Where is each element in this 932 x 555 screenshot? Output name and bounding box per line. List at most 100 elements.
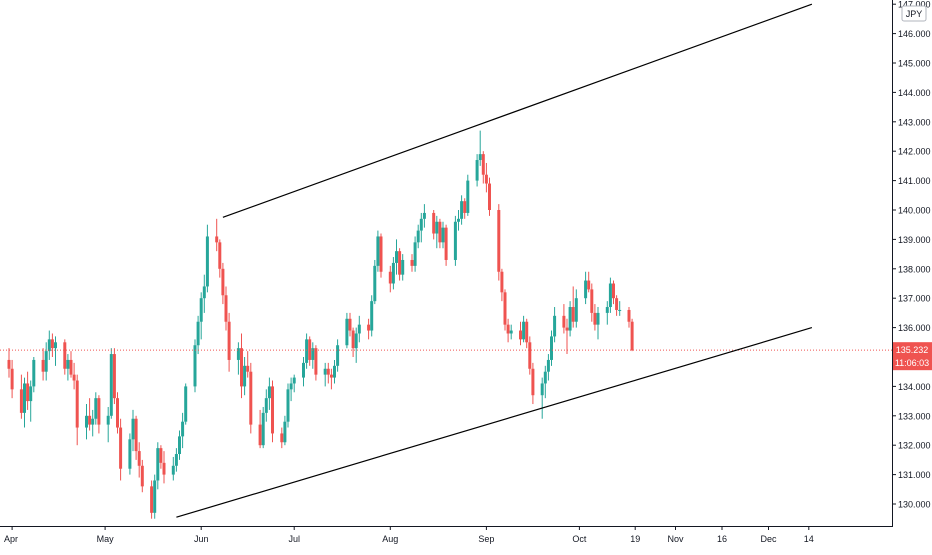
candle[interactable] [202, 274, 206, 313]
candle[interactable] [218, 239, 222, 278]
candle[interactable] [466, 174, 470, 216]
candle[interactable] [29, 380, 33, 422]
candle[interactable] [50, 333, 54, 357]
candle[interactable] [283, 415, 287, 446]
candle[interactable] [196, 315, 200, 355]
candle[interactable] [413, 236, 417, 272]
candle[interactable] [444, 224, 448, 266]
candle[interactable] [543, 365, 547, 399]
candle[interactable] [236, 342, 240, 375]
candle[interactable] [336, 339, 340, 372]
candle[interactable] [460, 195, 464, 225]
candle[interactable] [32, 357, 36, 393]
candle[interactable] [54, 336, 57, 366]
candle[interactable] [475, 154, 479, 187]
candle[interactable] [435, 215, 439, 249]
candle[interactable] [478, 130, 482, 166]
candle[interactable] [329, 368, 333, 390]
candle[interactable] [326, 362, 330, 384]
candle[interactable] [630, 318, 634, 352]
candle[interactable] [587, 271, 591, 293]
candle[interactable] [441, 221, 445, 249]
candle[interactable] [379, 233, 383, 278]
candle[interactable] [457, 210, 460, 231]
candle[interactable] [550, 330, 553, 366]
candle[interactable] [66, 354, 70, 381]
candle[interactable] [224, 286, 228, 331]
candle[interactable] [131, 409, 135, 452]
candle[interactable] [596, 307, 600, 340]
candle[interactable] [546, 354, 550, 381]
candle[interactable] [509, 324, 513, 340]
candle[interactable] [199, 292, 203, 340]
candle[interactable] [106, 406, 110, 443]
candle[interactable] [116, 392, 119, 434]
channel-line-upper[interactable] [222, 3, 813, 218]
candle[interactable] [608, 277, 612, 313]
candle[interactable] [156, 442, 160, 490]
candle[interactable] [519, 321, 522, 346]
candle[interactable] [243, 357, 247, 396]
candle[interactable] [109, 348, 113, 419]
candle[interactable] [367, 318, 371, 340]
candle[interactable] [97, 395, 101, 434]
candle[interactable] [91, 409, 95, 437]
candle[interactable] [562, 304, 566, 334]
candle[interactable] [438, 218, 442, 249]
candle[interactable] [205, 224, 209, 293]
channel-line-lower[interactable] [176, 327, 813, 518]
candle[interactable] [571, 286, 575, 328]
candle[interactable] [305, 333, 309, 369]
candle[interactable] [481, 151, 485, 184]
candle[interactable] [47, 330, 51, 360]
candle[interactable] [463, 198, 467, 219]
candle[interactable] [119, 418, 123, 481]
candle[interactable] [249, 362, 253, 434]
candle[interactable] [323, 362, 327, 387]
candle[interactable] [221, 262, 225, 305]
candle[interactable] [286, 383, 290, 428]
candle[interactable] [553, 307, 557, 343]
candle[interactable] [401, 254, 405, 281]
candle[interactable] [627, 307, 631, 328]
candle[interactable] [618, 301, 622, 316]
candle[interactable] [44, 342, 48, 381]
candle[interactable] [10, 359, 14, 399]
candle[interactable] [416, 224, 420, 249]
candle[interactable] [128, 433, 132, 475]
candle[interactable] [289, 377, 293, 402]
candle[interactable] [292, 374, 296, 393]
candle[interactable] [184, 383, 188, 425]
currency-badge[interactable]: JPY [901, 5, 927, 22]
time-axis[interactable]: Apr May Jun Jul Aug Sep Oct 19 Nov 16 Dec 14 [4, 526, 814, 544]
candle[interactable] [391, 257, 395, 290]
candle[interactable] [23, 377, 26, 428]
candle[interactable] [178, 430, 181, 460]
candle[interactable] [246, 351, 250, 378]
candle[interactable] [351, 327, 355, 357]
candle[interactable] [410, 254, 414, 272]
candle[interactable] [419, 212, 423, 243]
candle[interactable] [500, 268, 504, 302]
candle[interactable] [72, 362, 76, 390]
candle[interactable] [314, 345, 318, 381]
candle[interactable] [370, 295, 374, 337]
candle[interactable] [612, 280, 615, 305]
candle[interactable] [398, 248, 402, 281]
candle[interactable] [584, 271, 588, 305]
candle[interactable] [271, 380, 274, 443]
candle[interactable] [574, 289, 578, 328]
candle[interactable] [593, 304, 597, 331]
candle[interactable] [41, 348, 45, 381]
channel-lines[interactable] [176, 3, 813, 518]
candle[interactable] [354, 327, 358, 363]
candle[interactable] [345, 312, 349, 349]
candle[interactable] [26, 371, 30, 410]
candle[interactable] [432, 210, 436, 240]
candle[interactable] [422, 204, 426, 228]
candle[interactable] [162, 451, 166, 484]
candle[interactable] [311, 342, 315, 369]
candle[interactable] [522, 315, 526, 343]
candle[interactable] [227, 312, 231, 372]
